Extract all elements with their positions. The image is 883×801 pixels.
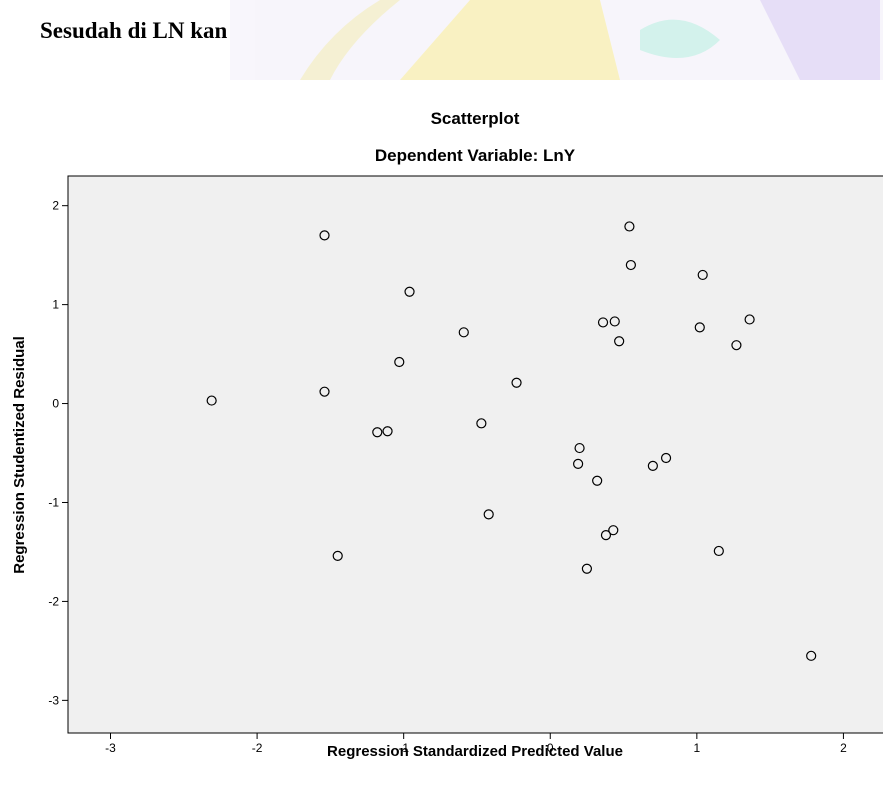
point [404, 286, 415, 297]
point [694, 322, 705, 333]
plot-area [67, 175, 883, 734]
chart-title: Scatterplot [431, 109, 520, 128]
point [206, 395, 217, 406]
y-axis-label: Regression Studentized Residual [11, 336, 28, 574]
point [382, 426, 393, 437]
point [624, 221, 635, 232]
watermark-band [230, 0, 883, 80]
point [744, 314, 755, 325]
watermark-emblem [400, 0, 620, 80]
point [319, 230, 330, 241]
point [372, 427, 383, 438]
point [476, 418, 487, 429]
y-tick-label: -1 [48, 495, 59, 509]
point [731, 340, 742, 351]
watermark-shape [640, 19, 720, 58]
watermark [230, 0, 883, 80]
point [608, 525, 619, 536]
point [574, 442, 585, 454]
doc-heading: Sesudah di LN kan [40, 18, 227, 43]
x-tick-label: -3 [105, 741, 116, 755]
point [581, 563, 593, 574]
point [713, 545, 724, 557]
x-axis-label: Regression Standardized Predicted Value [327, 743, 623, 760]
x-tick-label: 2 [840, 741, 847, 755]
watermark-leaf [300, 0, 400, 80]
point [660, 452, 672, 464]
point [458, 327, 469, 338]
x-tick-label: -1 [398, 741, 409, 755]
point [806, 650, 817, 661]
point [573, 458, 584, 469]
point [511, 377, 522, 388]
x-tick-label: -2 [252, 741, 263, 755]
point [394, 356, 405, 368]
point [319, 386, 330, 397]
chart-subtitle: Dependent Variable: LnY [375, 146, 576, 165]
y-tick-label: 2 [52, 199, 59, 213]
y-tick-label: -2 [48, 594, 59, 608]
point [600, 530, 612, 541]
y-tick-label: 1 [52, 298, 59, 312]
y-tick-label: 0 [52, 397, 59, 411]
point [332, 550, 343, 562]
point [614, 336, 625, 347]
point [625, 259, 636, 271]
point [609, 316, 620, 327]
y-tick-label: -3 [48, 693, 59, 707]
point [697, 269, 708, 281]
x-tick-label: 0 [547, 741, 554, 755]
point [592, 475, 603, 486]
point [647, 460, 658, 471]
watermark-letters [760, 0, 880, 80]
x-tick-label: 1 [693, 741, 700, 755]
point [597, 317, 609, 328]
point [483, 509, 494, 520]
